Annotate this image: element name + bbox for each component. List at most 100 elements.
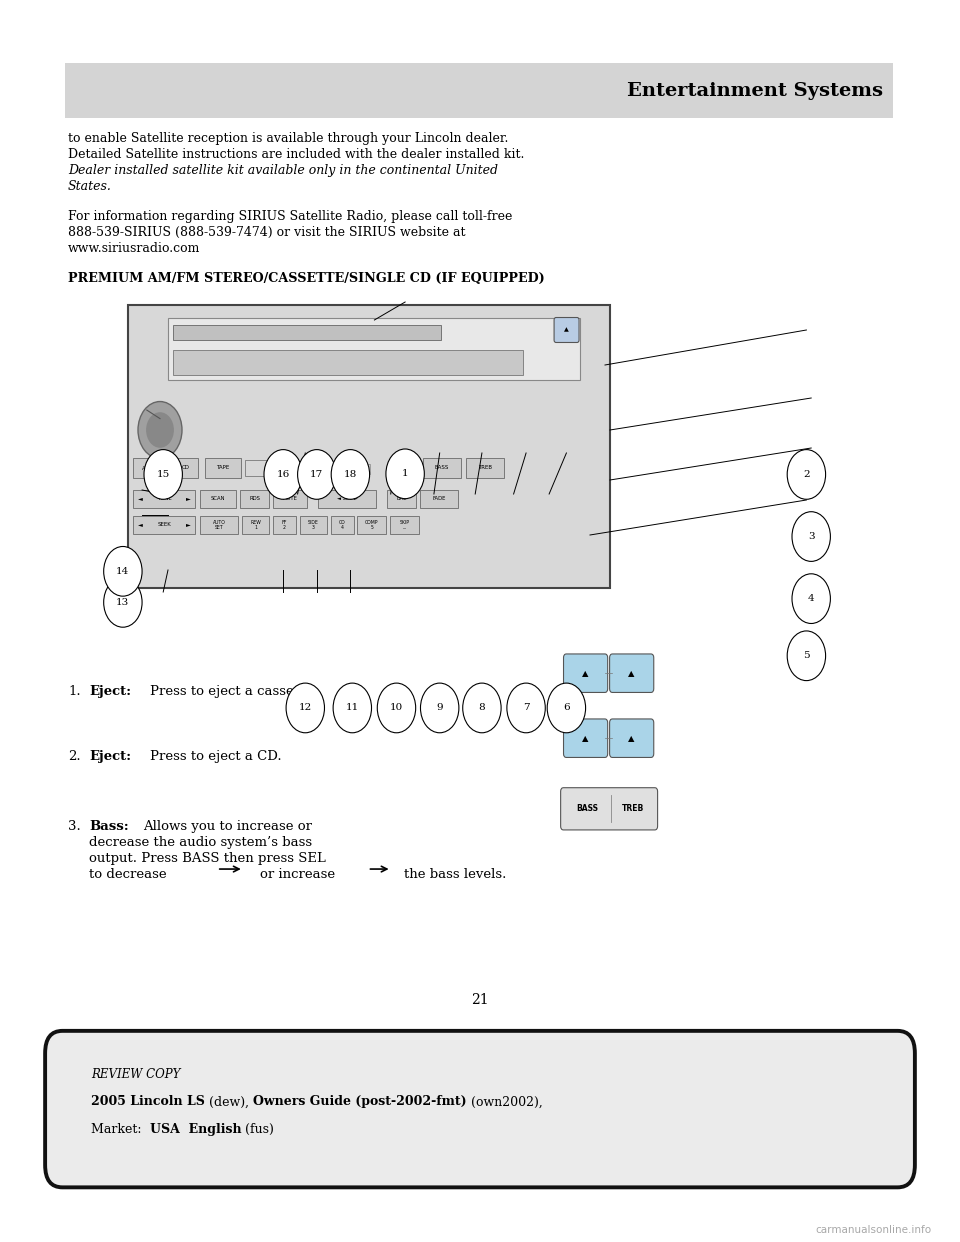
- Text: 9: 9: [437, 703, 443, 713]
- FancyBboxPatch shape: [45, 1031, 915, 1187]
- FancyBboxPatch shape: [128, 306, 610, 587]
- Text: Eject:: Eject:: [89, 686, 132, 698]
- Text: Press to eject a CD.: Press to eject a CD.: [150, 750, 281, 763]
- Text: Detailed Satellite instructions are included with the dealer installed kit.: Detailed Satellite instructions are incl…: [68, 148, 524, 161]
- Text: (fus): (fus): [241, 1123, 275, 1135]
- Bar: [200, 491, 236, 508]
- Text: RDS: RDS: [250, 497, 260, 502]
- Bar: [422, 458, 461, 478]
- Bar: [390, 515, 419, 534]
- Bar: [273, 515, 296, 534]
- Text: 3: 3: [808, 532, 814, 542]
- Text: SKIP
...: SKIP ...: [399, 519, 410, 530]
- Circle shape: [104, 578, 142, 627]
- Circle shape: [420, 683, 459, 733]
- Circle shape: [792, 574, 830, 623]
- Bar: [132, 491, 195, 508]
- Text: 6: 6: [564, 703, 569, 713]
- FancyBboxPatch shape: [610, 719, 654, 758]
- Text: 5: 5: [804, 651, 809, 661]
- Circle shape: [144, 450, 182, 499]
- Text: Bass:: Bass:: [89, 820, 129, 833]
- Circle shape: [386, 448, 424, 498]
- Text: Allows you to increase or: Allows you to increase or: [143, 820, 312, 833]
- Circle shape: [377, 683, 416, 733]
- Text: to decrease: to decrease: [89, 868, 167, 881]
- Circle shape: [147, 412, 173, 447]
- Text: SCAN: SCAN: [211, 497, 226, 502]
- Text: FADE: FADE: [432, 497, 445, 502]
- Text: decrease the audio system’s bass: decrease the audio system’s bass: [89, 836, 312, 850]
- Text: 10: 10: [390, 703, 403, 713]
- Bar: [168, 318, 580, 380]
- Bar: [300, 515, 326, 534]
- Text: AUTO
SET: AUTO SET: [213, 519, 226, 530]
- Text: 888-539-SIRIUS (888-539-7474) or visit the SIRIUS website at: 888-539-SIRIUS (888-539-7474) or visit t…: [68, 226, 466, 238]
- Bar: [273, 491, 306, 508]
- Text: TUNE: TUNE: [156, 497, 172, 502]
- Text: the bass levels.: the bass levels.: [404, 868, 506, 881]
- Text: ▲: ▲: [629, 668, 635, 678]
- Text: carmanualsonline.info: carmanualsonline.info: [815, 1225, 931, 1235]
- Text: 11: 11: [346, 703, 359, 713]
- FancyBboxPatch shape: [610, 655, 654, 693]
- Text: Owners Guide (post-2002-fmt): Owners Guide (post-2002-fmt): [253, 1095, 467, 1108]
- Text: Entertainment Systems: Entertainment Systems: [628, 82, 883, 99]
- Text: 18: 18: [344, 469, 357, 479]
- Text: TREB: TREB: [622, 805, 644, 814]
- Circle shape: [787, 631, 826, 681]
- Circle shape: [286, 683, 324, 733]
- Circle shape: [463, 683, 501, 733]
- Bar: [387, 491, 416, 508]
- Bar: [420, 491, 458, 508]
- Text: AM/FM: AM/FM: [142, 466, 160, 471]
- Bar: [132, 458, 169, 478]
- Text: States.: States.: [68, 180, 112, 193]
- Text: 17: 17: [310, 469, 324, 479]
- Circle shape: [138, 401, 182, 458]
- FancyBboxPatch shape: [561, 787, 658, 830]
- FancyBboxPatch shape: [564, 655, 608, 693]
- Circle shape: [264, 450, 302, 499]
- Text: BAL: BAL: [396, 497, 407, 502]
- Circle shape: [333, 683, 372, 733]
- Text: 16: 16: [276, 469, 290, 479]
- Text: CD
4: CD 4: [339, 519, 346, 530]
- Bar: [200, 515, 238, 534]
- Text: 8: 8: [479, 703, 485, 713]
- Text: ▲: ▲: [399, 466, 404, 471]
- Text: REVIEW COPY: REVIEW COPY: [91, 1068, 180, 1081]
- Text: ▲: ▲: [564, 328, 569, 333]
- Text: 2005 Lincoln LS: 2005 Lincoln LS: [91, 1095, 205, 1108]
- Text: FF
2: FF 2: [281, 519, 287, 530]
- Bar: [274, 465, 370, 474]
- Circle shape: [787, 450, 826, 499]
- Text: Press to eject a cassette.: Press to eject a cassette.: [150, 686, 316, 698]
- Text: output. Press BASS then press SEL: output. Press BASS then press SEL: [89, 852, 326, 864]
- Text: CD: CD: [182, 466, 190, 471]
- Text: SIDE
3: SIDE 3: [308, 519, 319, 530]
- Bar: [466, 458, 504, 478]
- Text: 2.: 2.: [68, 750, 81, 763]
- Text: Market:: Market:: [91, 1123, 150, 1135]
- Text: (dew),: (dew),: [205, 1095, 253, 1108]
- FancyBboxPatch shape: [564, 719, 608, 758]
- Text: or increase: or increase: [260, 868, 335, 881]
- Text: For information regarding SIRIUS Satellite Radio, please call toll-free: For information regarding SIRIUS Satelli…: [68, 210, 513, 224]
- Text: 14: 14: [116, 566, 130, 576]
- Bar: [204, 458, 241, 478]
- Bar: [173, 350, 523, 375]
- Bar: [173, 325, 441, 340]
- Text: 15: 15: [156, 469, 170, 479]
- Circle shape: [298, 450, 336, 499]
- Bar: [330, 515, 353, 534]
- Text: ▲: ▲: [583, 668, 588, 678]
- Text: ◄: ◄: [137, 497, 142, 502]
- Text: ▲: ▲: [583, 734, 588, 743]
- Text: BASS: BASS: [576, 805, 598, 814]
- Text: BASS: BASS: [435, 466, 449, 471]
- Text: ◄: ◄: [137, 523, 142, 528]
- Text: www.siriusradio.com: www.siriusradio.com: [68, 242, 201, 255]
- Text: to enable Satellite reception is available through your Lincoln dealer.: to enable Satellite reception is availab…: [68, 132, 509, 145]
- Text: MUTE: MUTE: [282, 497, 298, 502]
